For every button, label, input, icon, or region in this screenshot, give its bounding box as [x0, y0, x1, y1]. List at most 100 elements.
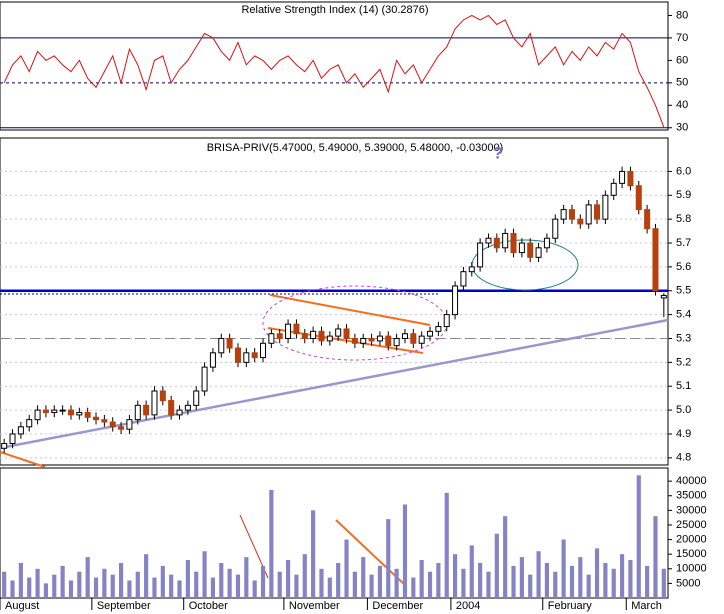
volume-bar [444, 492, 449, 598]
candle-body [568, 209, 575, 220]
y-tick-label: 40000 [676, 475, 707, 487]
y-tick-label: 25000 [676, 519, 707, 531]
candle-body [351, 337, 358, 344]
volume-bar [277, 571, 282, 598]
volume-bar [68, 580, 74, 598]
candle-body [452, 285, 459, 316]
volume-bar [311, 510, 316, 598]
volume-bar [244, 557, 249, 598]
volume-bar [127, 580, 132, 598]
volume-bar [344, 539, 349, 598]
candle-body [251, 352, 258, 359]
candle-body [652, 228, 659, 292]
volume-bar [553, 571, 558, 598]
volume-bar [377, 565, 383, 598]
volume-bar [494, 533, 499, 598]
candle-body [234, 347, 241, 363]
candle-body [226, 337, 233, 349]
candle-body [518, 242, 525, 254]
candle-body [393, 337, 400, 347]
volume-line [335, 519, 406, 586]
y-tick-label: 5000 [676, 577, 700, 589]
volume-bar [110, 574, 115, 598]
candle-body [385, 335, 392, 347]
candle-body [335, 328, 342, 337]
candle-body [143, 404, 150, 416]
volume-bar [511, 565, 516, 598]
y-tick-label: 5.5 [676, 285, 691, 297]
volume-bar [586, 574, 591, 598]
candle-body [26, 419, 33, 428]
candle-body [218, 337, 225, 354]
y-tick-label: 30000 [676, 504, 707, 516]
volume-bar [152, 577, 157, 598]
channel-line [269, 294, 431, 326]
candle-body [101, 419, 108, 423]
candle-body [51, 409, 58, 413]
volume-bar [486, 571, 491, 598]
candle-body [401, 333, 408, 339]
candle-body [318, 330, 325, 342]
volume-bar [402, 504, 408, 598]
volume-bar [427, 571, 433, 598]
y-tick-label: 80 [676, 9, 688, 21]
y-tick-label: 4.9 [676, 428, 691, 440]
volume-bar [169, 574, 174, 598]
y-tick-label: 4.8 [676, 452, 691, 464]
candle-body [410, 333, 417, 344]
volume-bar [436, 562, 441, 598]
candle-body [368, 337, 375, 342]
y-tick-label: 10000 [676, 563, 707, 575]
candle-body [34, 409, 41, 421]
y-tick-label: 5.0 [676, 404, 691, 416]
volume-bar [327, 577, 332, 598]
y-tick-label: 15000 [676, 548, 707, 560]
volume-bar [10, 580, 15, 598]
volume-bar [452, 554, 458, 598]
candle-body [552, 218, 559, 239]
volume-bar [252, 580, 257, 598]
candle-body [9, 433, 16, 445]
volume-bar [144, 554, 149, 598]
volume-bar [352, 571, 357, 598]
price-title: BRISA-PRIV(5.47000, 5.49000, 5.39000, 5.… [207, 142, 504, 154]
volume-bar [18, 562, 23, 598]
candle-body [1, 443, 8, 449]
candle-body [610, 182, 617, 196]
candle-body [310, 330, 317, 339]
candle-body [510, 232, 517, 254]
volume-bar [469, 545, 474, 598]
y-tick-label: 5.2 [676, 356, 691, 368]
volume-bar [27, 577, 32, 598]
volume-bar [60, 565, 65, 598]
candle-body [293, 323, 300, 335]
candle-body [376, 335, 383, 342]
candle-body [602, 194, 609, 220]
x-tick-label: August [5, 600, 39, 612]
candle-body [260, 342, 267, 359]
candle-body [109, 421, 116, 428]
candle-body [151, 390, 158, 416]
volume-bar [653, 516, 658, 598]
volume-bar [85, 557, 90, 598]
candle-body [594, 204, 601, 220]
candle-body [67, 409, 74, 416]
x-tick-label: November [289, 600, 340, 612]
volume-bar [194, 571, 199, 598]
candle-body [619, 170, 626, 184]
candle-body [585, 204, 592, 225]
volume-bar [210, 577, 216, 598]
candle-body [477, 242, 484, 268]
y-tick-label: 5.7 [676, 237, 691, 249]
volume-bar [536, 551, 541, 598]
volume-bar [503, 516, 508, 598]
candle-body [443, 314, 450, 328]
volume-bar [661, 568, 666, 598]
candle-body [301, 333, 308, 339]
volume-bar [285, 560, 291, 598]
volume-bar [478, 562, 483, 598]
volume-bar [578, 557, 583, 598]
x-tick-label: December [372, 600, 423, 612]
